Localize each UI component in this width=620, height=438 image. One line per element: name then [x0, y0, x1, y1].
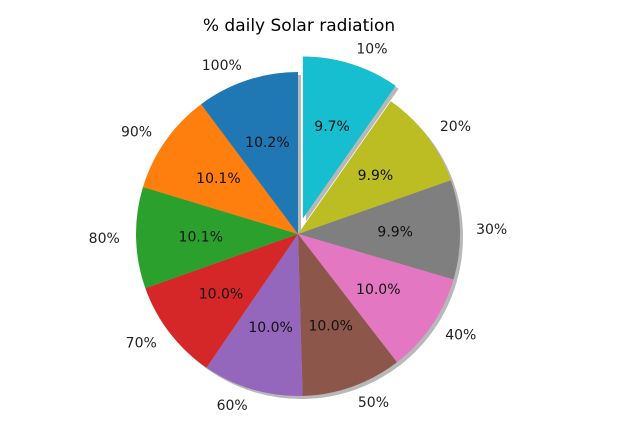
- pie-slice: [298, 234, 397, 396]
- slice-percent-label: 10.2%: [245, 135, 289, 151]
- pie-slice: [302, 56, 396, 219]
- pie-slice: [298, 180, 460, 280]
- slice-category-label: 90%: [121, 125, 152, 141]
- slice-percent-label: 10.0%: [199, 286, 243, 302]
- slice-category-label: 30%: [476, 222, 507, 238]
- slice-category-label: 100%: [202, 58, 242, 74]
- pie-slice: [145, 234, 298, 368]
- slice-percent-label: 10.0%: [356, 282, 400, 298]
- pie-slice: [298, 234, 454, 363]
- slice-percent-label: 9.9%: [358, 168, 394, 184]
- pie-slice: [206, 234, 303, 397]
- slice-category-label: 60%: [217, 398, 248, 414]
- pie-wedges: [135, 56, 460, 397]
- chart-title: % daily Solar radiation: [203, 16, 395, 36]
- pie-slice: [142, 104, 298, 235]
- slice-category-label: 50%: [358, 395, 389, 411]
- slice-percent-label: 10.1%: [196, 171, 240, 187]
- slice-percent-label: 9.7%: [314, 119, 350, 135]
- pie-slice: [135, 187, 298, 289]
- slice-percent-label: 9.9%: [377, 224, 413, 240]
- pie-slice: [201, 72, 298, 234]
- slice-percent-label: 10.0%: [248, 320, 292, 336]
- slice-percent-label: 10.1%: [179, 229, 223, 245]
- slice-category-label: 80%: [89, 231, 120, 247]
- slice-category-label: 10%: [356, 42, 387, 58]
- slice-category-label: 70%: [126, 336, 157, 352]
- slice-category-label: 40%: [445, 328, 476, 344]
- pie-labels: 9.7% 10% 9.9% 20% 9.9% 30% 10.0% 40% 10.0% 50% 10.…: [89, 42, 508, 414]
- slice-category-label: 20%: [440, 119, 471, 135]
- pie-slice: [298, 101, 451, 234]
- slice-percent-label: 10.0%: [308, 319, 352, 335]
